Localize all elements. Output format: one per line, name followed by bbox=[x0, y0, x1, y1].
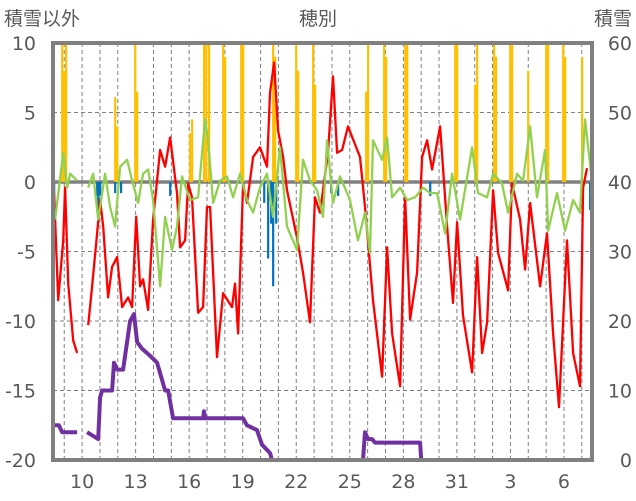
precipitation-bar bbox=[202, 43, 206, 182]
snowfall-negative-bar bbox=[114, 182, 117, 194]
precipitation-bar bbox=[295, 43, 298, 182]
precipitation-bar bbox=[222, 43, 225, 182]
precipitation-bar bbox=[493, 43, 496, 182]
precipitation-bar bbox=[274, 56, 277, 182]
precipitation-bar bbox=[297, 70, 300, 182]
snowfall-negative-bar bbox=[169, 182, 172, 196]
x-tick-label: 16 bbox=[177, 471, 201, 493]
precipitation-bar bbox=[134, 43, 137, 182]
precipitation-bar bbox=[365, 91, 368, 182]
precipitation-bar bbox=[224, 56, 227, 182]
wind-line bbox=[53, 118, 594, 288]
precipitation-bar bbox=[454, 43, 457, 182]
left-y-tick-label: 0 bbox=[24, 172, 36, 194]
precipitation-bar bbox=[404, 43, 407, 182]
precipitation-bar bbox=[242, 43, 245, 182]
right-y-tick-label: 0 bbox=[620, 450, 632, 472]
precipitation-bar bbox=[272, 43, 275, 182]
plot-frame bbox=[51, 41, 594, 462]
tick-labels: 10 13 16 19 22 25 28 31 3 61050-5-10-15-206050403… bbox=[5, 33, 632, 493]
precipitation-bar bbox=[581, 56, 584, 182]
right-y-tick-label: 30 bbox=[608, 242, 632, 264]
snowfall-negative-bar bbox=[267, 182, 270, 259]
precipitation-bar bbox=[564, 56, 567, 182]
snowfall-negative-bar bbox=[97, 182, 100, 220]
left-y-tick-label: -5 bbox=[17, 242, 36, 264]
precipitation-bar bbox=[65, 43, 68, 182]
right-y-tick-label: 10 bbox=[608, 381, 632, 403]
precipitation-bar bbox=[562, 43, 565, 182]
x-tick-label: 19 bbox=[231, 471, 255, 493]
precipitation-bar bbox=[207, 43, 211, 182]
precipitation-bar bbox=[312, 43, 315, 182]
precipitation-bar bbox=[406, 43, 409, 182]
precipitation-bar bbox=[367, 43, 370, 182]
precipitation-bar bbox=[114, 97, 117, 182]
precipitation-bar bbox=[383, 43, 386, 182]
precipitation-bar bbox=[205, 43, 208, 182]
precipitation-bar bbox=[385, 56, 388, 182]
left-y-tick-label: 5 bbox=[24, 103, 36, 125]
precipitation-bar bbox=[63, 70, 66, 182]
x-tick-label: 31 bbox=[445, 471, 469, 493]
snowfall-negative-bar bbox=[429, 182, 432, 196]
right-y-tick-label: 40 bbox=[608, 172, 632, 194]
x-tick-label: 10 bbox=[70, 471, 94, 493]
precipitation-bar bbox=[314, 84, 317, 182]
x-tick-label: 6 bbox=[558, 471, 570, 493]
right-y-tick-label: 50 bbox=[608, 103, 632, 125]
chart-title: 穂別 bbox=[299, 8, 337, 30]
plot-border bbox=[51, 41, 594, 462]
snowfall-negative-bar bbox=[99, 182, 102, 196]
left-y-tick-label: -10 bbox=[5, 311, 36, 333]
precipitation-bar bbox=[191, 119, 194, 182]
precipitation-bar bbox=[547, 43, 550, 182]
right-axis-label: 積雪 bbox=[594, 8, 632, 30]
precipitation-bar bbox=[476, 43, 479, 182]
snowfall-negative-bar bbox=[263, 182, 266, 203]
precipitation-bar bbox=[456, 43, 459, 182]
right-y-tick-label: 60 bbox=[608, 33, 632, 55]
snowfall-negative-bar bbox=[119, 182, 123, 194]
temperature-line bbox=[52, 61, 589, 409]
snowfall-negative-bar bbox=[275, 182, 278, 224]
precipitation-bar bbox=[545, 43, 548, 182]
precipitation-bar bbox=[240, 43, 243, 182]
left-y-tick-label: -20 bbox=[5, 450, 36, 472]
precipitation-bar bbox=[136, 91, 139, 182]
x-tick-label: 28 bbox=[391, 471, 415, 493]
precipitation-bar bbox=[189, 133, 192, 182]
snow-depth-line bbox=[53, 312, 592, 462]
left-y-tick-label: -15 bbox=[5, 381, 36, 403]
precipitation-bar bbox=[527, 70, 530, 182]
snowfall-negative-bar bbox=[337, 182, 340, 196]
precipitation-bar bbox=[509, 43, 512, 182]
x-tick-label: 25 bbox=[338, 471, 362, 493]
x-tick-label: 13 bbox=[124, 471, 148, 493]
precipitation-bar bbox=[494, 56, 498, 182]
precipitation-bar bbox=[474, 84, 477, 182]
snowfall-negative-bar bbox=[272, 182, 275, 287]
left-axis-label: 積雪以外 bbox=[4, 8, 80, 30]
x-tick-label: 22 bbox=[284, 471, 308, 493]
precipitation-bar bbox=[116, 126, 119, 182]
precipitation-bar bbox=[61, 43, 64, 182]
line-series bbox=[52, 61, 594, 462]
precipitation-bar bbox=[511, 43, 514, 182]
x-tick-label: 3 bbox=[504, 471, 516, 493]
right-y-tick-label: 20 bbox=[608, 311, 632, 333]
left-y-tick-label: 10 bbox=[12, 33, 36, 55]
